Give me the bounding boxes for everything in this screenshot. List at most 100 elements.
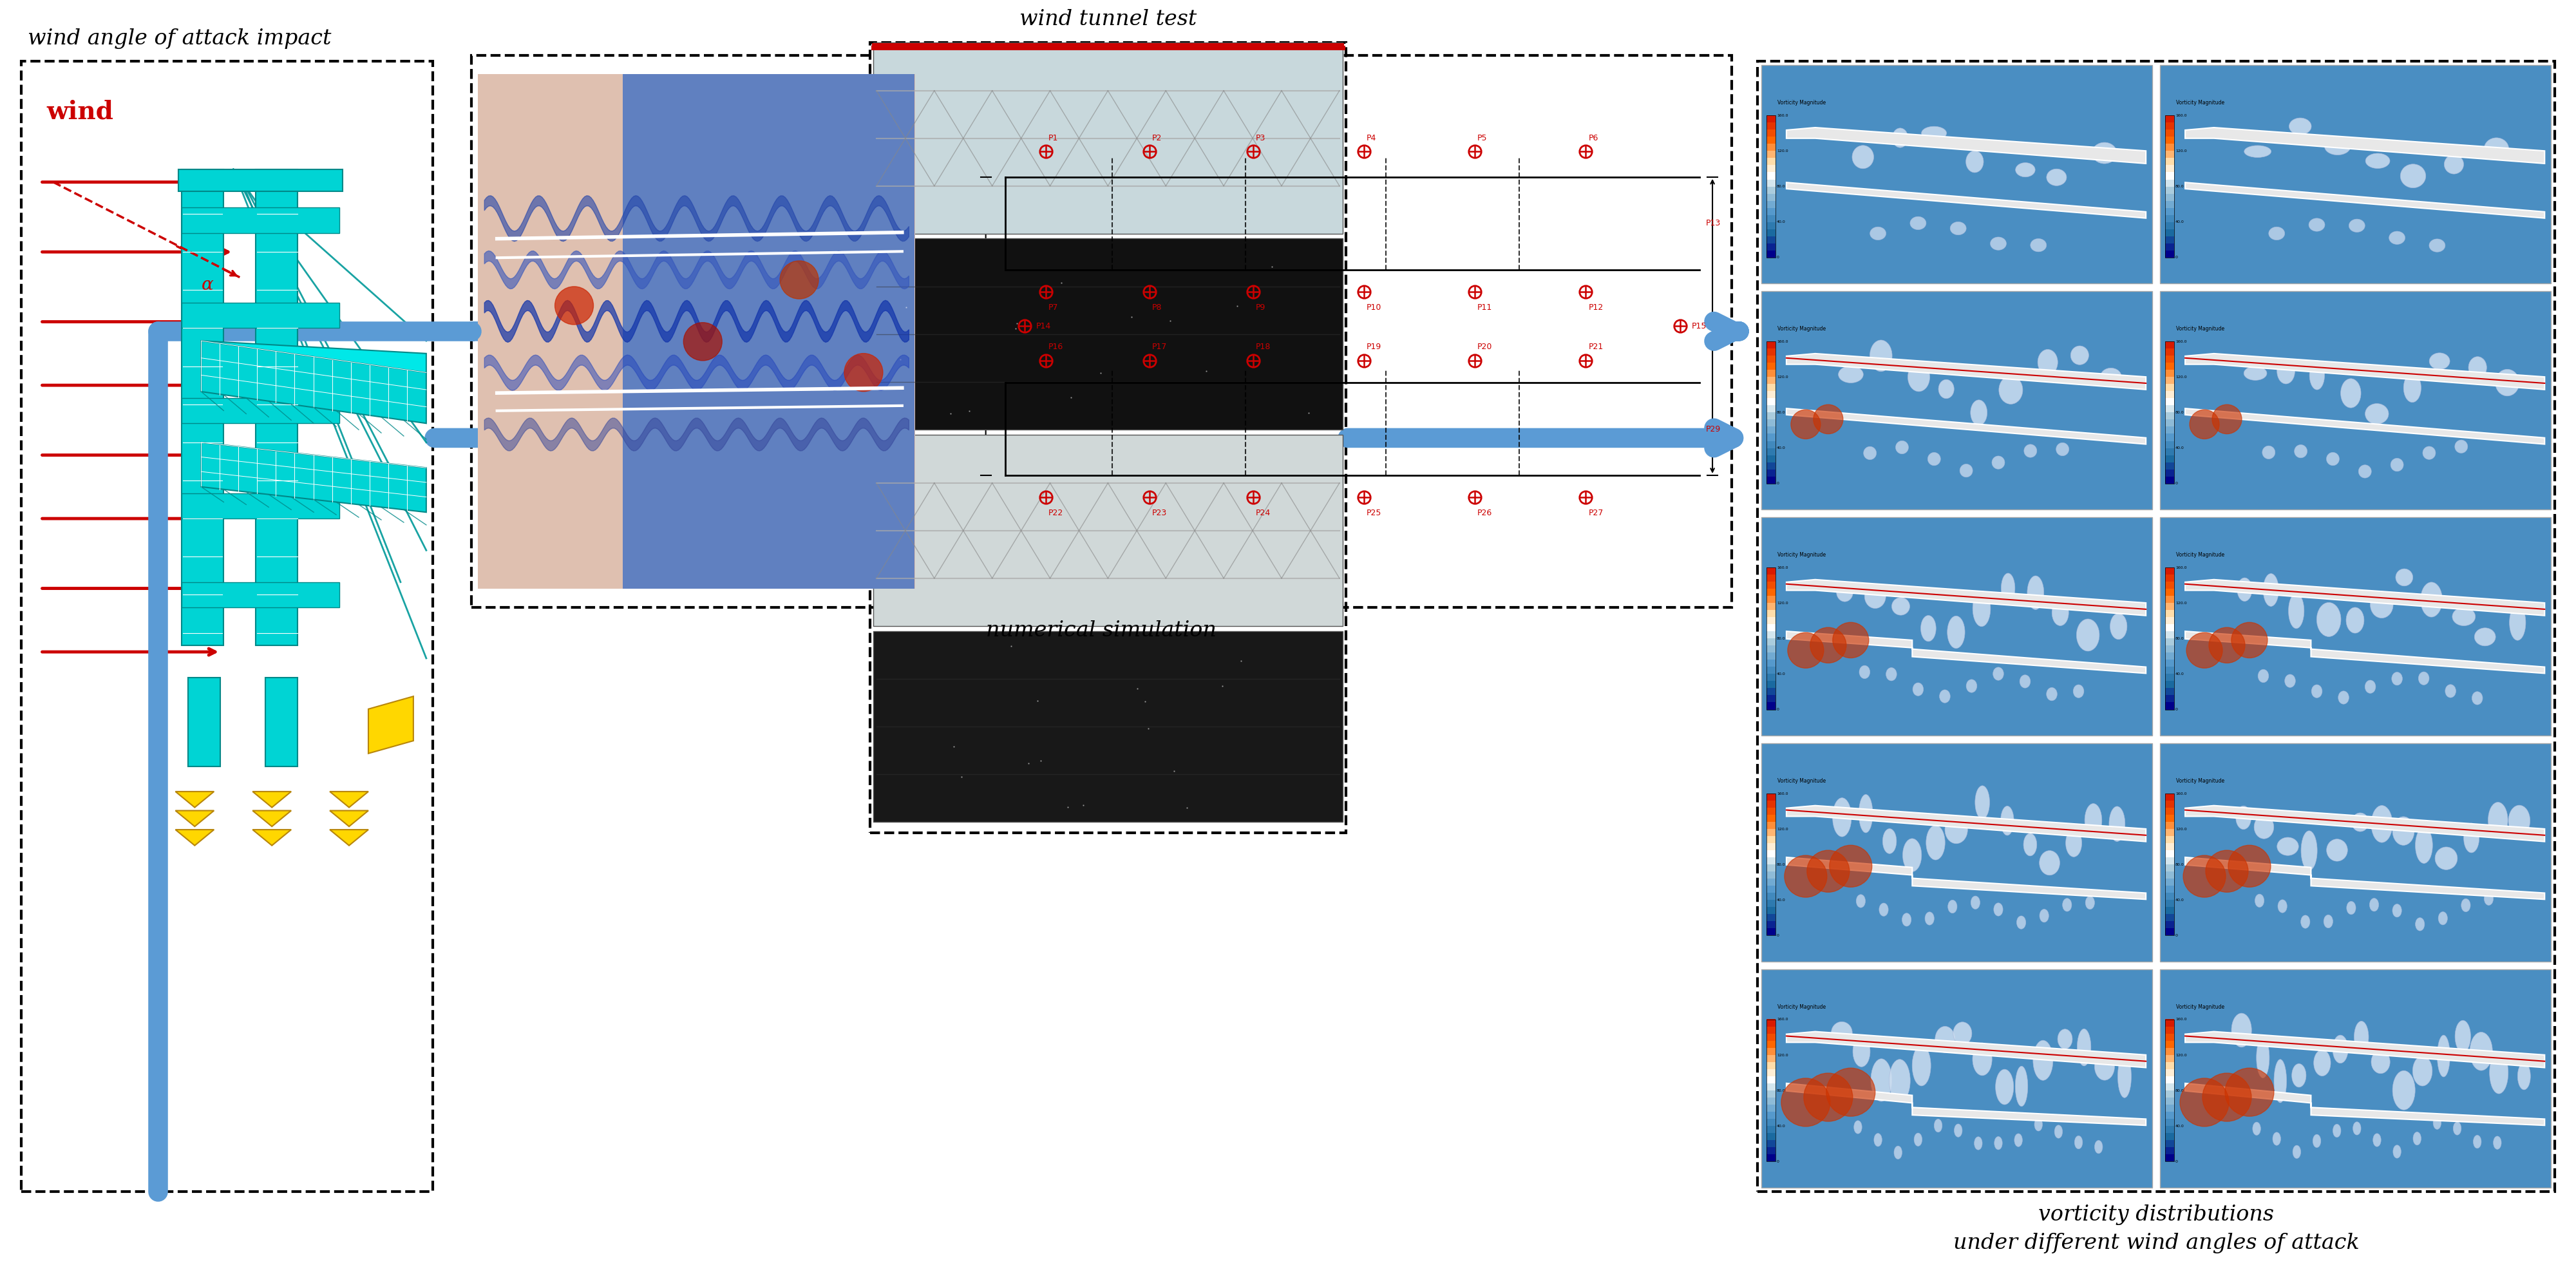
Circle shape [2202, 1073, 2251, 1121]
Bar [2166, 342, 2174, 349]
Bar [1767, 836, 1775, 844]
Polygon shape [1785, 1083, 2146, 1126]
Text: 40.0: 40.0 [1777, 1125, 1785, 1127]
Bar [1767, 653, 1775, 660]
Bar [1767, 200, 1775, 207]
Ellipse shape [2354, 1021, 2367, 1052]
Ellipse shape [1904, 839, 1922, 872]
Ellipse shape [2434, 1116, 2442, 1130]
Polygon shape [175, 811, 214, 826]
Bar [2166, 207, 2174, 215]
Bar [2166, 913, 2174, 921]
Ellipse shape [2308, 219, 2324, 231]
Ellipse shape [2293, 1145, 2300, 1159]
Bar [2166, 582, 2174, 588]
Ellipse shape [1971, 400, 1986, 425]
Text: 80.0: 80.0 [1777, 863, 1785, 867]
Ellipse shape [1940, 379, 1955, 398]
Circle shape [2228, 845, 2269, 887]
Ellipse shape [2372, 1133, 2380, 1146]
Bar [2166, 801, 2174, 808]
Bar [1767, 377, 1775, 385]
Polygon shape [183, 302, 340, 328]
Ellipse shape [1896, 440, 1909, 454]
Bar [2166, 842, 2174, 850]
Bar [2166, 1154, 2174, 1161]
Bar [2161, 744, 2550, 961]
Text: P11: P11 [1479, 304, 1492, 311]
Ellipse shape [1837, 582, 1852, 602]
Ellipse shape [1914, 683, 1924, 696]
Bar [1767, 229, 1775, 237]
Bar [1767, 144, 1775, 151]
Ellipse shape [2416, 917, 2424, 931]
Bar [2166, 645, 2174, 653]
Bar [1767, 355, 1775, 363]
Bar [1767, 829, 1775, 836]
Bar [1767, 1047, 1775, 1055]
Ellipse shape [2360, 464, 2372, 478]
Bar [1767, 624, 1775, 631]
Bar [1762, 517, 2154, 736]
Ellipse shape [2257, 1037, 2269, 1078]
Polygon shape [2184, 579, 2545, 616]
Bar [1767, 645, 1775, 653]
Bar [1767, 1118, 1775, 1126]
Ellipse shape [2027, 576, 2043, 610]
Text: 80.0: 80.0 [1777, 411, 1785, 414]
Polygon shape [1785, 631, 2146, 673]
Bar [1767, 821, 1775, 829]
Circle shape [1780, 1078, 1829, 1126]
Bar [1767, 1126, 1775, 1133]
Polygon shape [265, 677, 299, 767]
Ellipse shape [2025, 444, 2038, 458]
Ellipse shape [2452, 607, 2476, 626]
Bar [1767, 913, 1775, 921]
Bar [1767, 674, 1775, 681]
Ellipse shape [1893, 128, 1909, 148]
Circle shape [2205, 850, 2249, 892]
Ellipse shape [1965, 151, 1984, 172]
Text: P4: P4 [1365, 134, 1376, 142]
Text: 80.0: 80.0 [2177, 411, 2184, 414]
Text: 80.0: 80.0 [2177, 863, 2184, 867]
Ellipse shape [2269, 226, 2285, 240]
Circle shape [2226, 1068, 2275, 1116]
Bar [2166, 448, 2174, 455]
Bar [2166, 921, 2174, 929]
Bar [1767, 1077, 1775, 1083]
Bar [1767, 1061, 1775, 1069]
Ellipse shape [1973, 591, 1991, 626]
Bar [1767, 681, 1775, 688]
Ellipse shape [2370, 898, 2378, 911]
Bar [1767, 1041, 1775, 1047]
Bar [2166, 568, 2174, 710]
Polygon shape [255, 170, 299, 645]
Bar [1767, 342, 1775, 349]
Ellipse shape [1994, 667, 2004, 681]
Polygon shape [2184, 182, 2545, 218]
Ellipse shape [1935, 1120, 1942, 1132]
Bar [873, 631, 1342, 822]
Polygon shape [2184, 409, 2545, 444]
Ellipse shape [2092, 143, 2117, 163]
Text: P22: P22 [1048, 509, 1064, 517]
Ellipse shape [1901, 913, 1911, 926]
Ellipse shape [2460, 898, 2470, 912]
Text: 40.0: 40.0 [1777, 898, 1785, 902]
Bar [1762, 291, 2154, 510]
Ellipse shape [1878, 903, 1888, 916]
Bar [2166, 1083, 2174, 1090]
Polygon shape [183, 582, 340, 607]
Bar [2166, 221, 2174, 229]
Ellipse shape [1870, 226, 1886, 240]
Text: 80.0: 80.0 [1777, 636, 1785, 640]
Ellipse shape [1991, 455, 2004, 469]
Ellipse shape [1973, 1137, 1984, 1150]
Polygon shape [252, 830, 291, 845]
Text: P9: P9 [1255, 304, 1265, 311]
Bar [2166, 412, 2174, 420]
Ellipse shape [2473, 1135, 2481, 1149]
Circle shape [1829, 845, 1873, 887]
Circle shape [1785, 855, 1826, 897]
